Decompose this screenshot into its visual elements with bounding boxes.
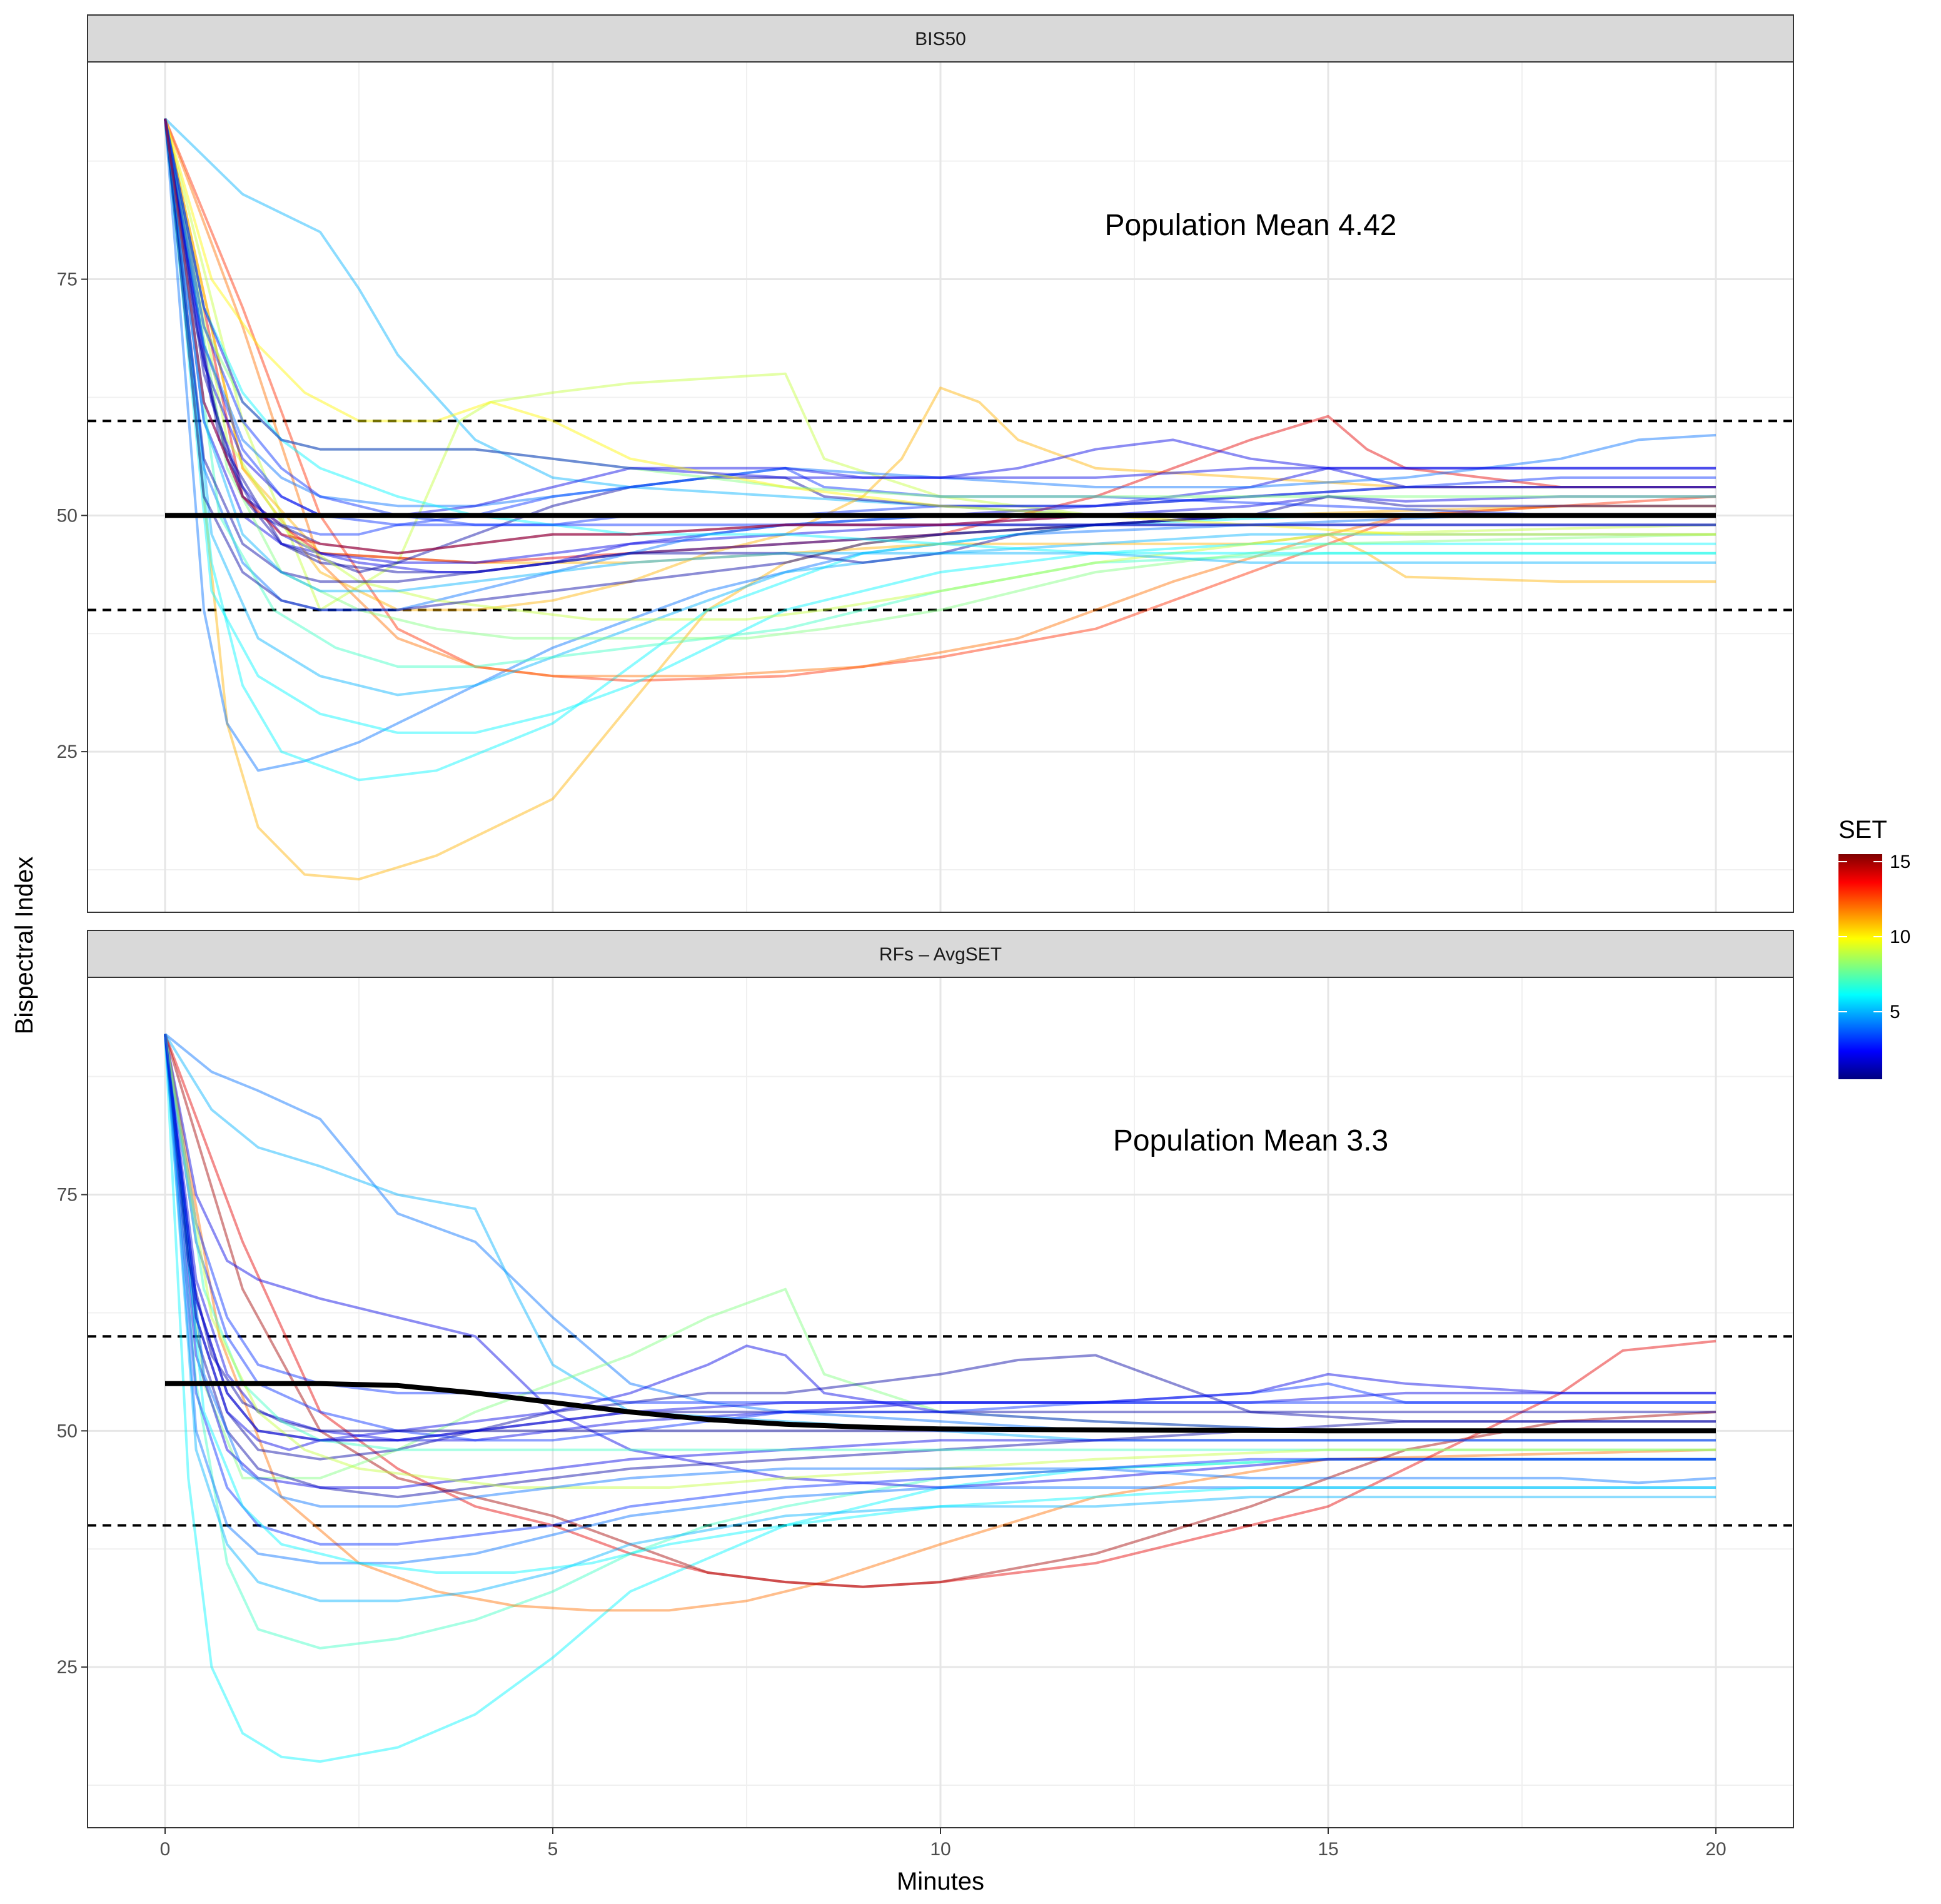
y-axis-ticks: 25 50 75 <box>57 1185 88 1678</box>
patient-series-line <box>164 1034 1716 1546</box>
patient-series-line <box>164 118 1716 526</box>
patient-series-line <box>164 118 1716 555</box>
patient-series-line <box>164 1034 1717 1508</box>
patient-series-line <box>164 118 1717 640</box>
patient-series-line <box>164 118 1716 697</box>
patient-series-line <box>164 1034 1717 1588</box>
facet-panel-rfs-avgset: RFs – AvgSET Population Mean 3.3 25 50 75 <box>57 930 1794 1828</box>
patient-series-line <box>164 1034 1716 1451</box>
patient-series-line <box>164 118 1717 508</box>
patient-series-line <box>164 118 1716 479</box>
patient-series-line <box>164 1034 1716 1489</box>
patient-series-line <box>164 1034 1717 1588</box>
x-tick-label: 0 <box>160 1839 171 1860</box>
colorbar-tick-label: 10 <box>1890 927 1910 947</box>
facet-strip-label: RFs – AvgSET <box>879 944 1002 965</box>
patient-series-line <box>164 1033 1716 1442</box>
facet-strip-rfs-avgset <box>87 930 1794 978</box>
patient-series-line <box>164 1034 1716 1650</box>
legend-title: SET <box>1838 816 1887 844</box>
patient-series-line <box>164 118 1716 517</box>
y-tick-label: 75 <box>57 269 78 290</box>
x-tick-label: 5 <box>548 1839 558 1860</box>
patient-series-line <box>164 118 1716 782</box>
colorbar <box>1838 854 1882 1079</box>
y-tick-label: 50 <box>57 505 78 526</box>
y-tick-label: 25 <box>57 1657 78 1678</box>
population-mean-annotation: Population Mean 3.3 <box>1113 1124 1388 1157</box>
patient-series-line <box>164 1034 1716 1479</box>
patient-series-line <box>164 118 1716 498</box>
x-tick-label: 20 <box>1705 1839 1726 1860</box>
plot-panel-border <box>87 61 1794 913</box>
patient-series-line <box>164 1034 1716 1489</box>
facet-panel-bis50: BIS50 Population Mean 4.42 25 50 75 <box>57 14 1794 913</box>
patient-series-line <box>164 118 1716 555</box>
patient-series-line <box>164 118 1716 612</box>
patient-series-line <box>164 118 1716 573</box>
patient-series-line <box>164 1034 1716 1603</box>
colorbar-ticks: 5 10 15 <box>1838 852 1910 1022</box>
patient-series-line <box>164 118 1716 593</box>
patient-series-line <box>164 118 1716 612</box>
patient-series-line <box>164 1034 1716 1404</box>
patient-series-line <box>164 1034 1716 1564</box>
patient-series-line <box>164 1034 1716 1574</box>
facet-strip-bis50 <box>87 14 1794 63</box>
patient-series-line <box>164 118 1716 536</box>
patient-series-line <box>164 1034 1716 1499</box>
patient-series-line <box>164 118 1716 734</box>
colorbar-tick-label: 5 <box>1890 1002 1900 1022</box>
patient-series-line <box>164 118 1717 682</box>
y-tick-label: 25 <box>57 742 78 762</box>
y-tick-label: 50 <box>57 1421 78 1441</box>
mean-line <box>165 1381 1716 1434</box>
population-mean-line <box>165 1381 1716 1434</box>
x-tick-label: 15 <box>1318 1839 1338 1860</box>
patient-series-line <box>164 118 1716 564</box>
set-colorbar-legend: SET 5 10 15 <box>1838 816 1910 1079</box>
patient-series-line <box>164 1034 1716 1451</box>
grid-lines <box>88 977 1793 1828</box>
patient-series-line <box>164 118 1716 564</box>
y-tick-label: 75 <box>57 1185 78 1206</box>
patient-series-line <box>164 118 1716 678</box>
patient-series-line <box>164 118 1716 573</box>
patient-series-line <box>164 1034 1716 1489</box>
patient-series-line <box>164 118 1716 536</box>
colorbar-tick-label: 15 <box>1890 852 1910 872</box>
x-axis-ticks: 0 5 10 15 20 <box>160 1828 1727 1860</box>
patient-series-line <box>164 118 1716 573</box>
patient-series-line <box>164 118 1717 621</box>
patient-series-line <box>164 1034 1716 1442</box>
y-axis-title: Bispectral Index <box>11 857 38 1035</box>
population-mean-annotation: Population Mean 4.42 <box>1104 209 1396 242</box>
x-axis-title: Minutes <box>897 1868 984 1895</box>
patient-series-line <box>164 118 1716 772</box>
patient-series-line <box>164 1034 1716 1461</box>
patient-series-line <box>164 118 1716 583</box>
patient-series-line <box>164 1034 1716 1442</box>
y-axis-ticks: 25 50 75 <box>57 269 88 762</box>
patient-series-line <box>164 118 1716 668</box>
patient-series-line <box>164 1034 1716 1763</box>
facet-strip-label: BIS50 <box>915 29 966 49</box>
patient-series-line <box>164 1034 1716 1442</box>
x-tick-label: 10 <box>930 1839 950 1860</box>
patient-series-line <box>164 1034 1717 1612</box>
patient-series-line <box>164 118 1716 526</box>
